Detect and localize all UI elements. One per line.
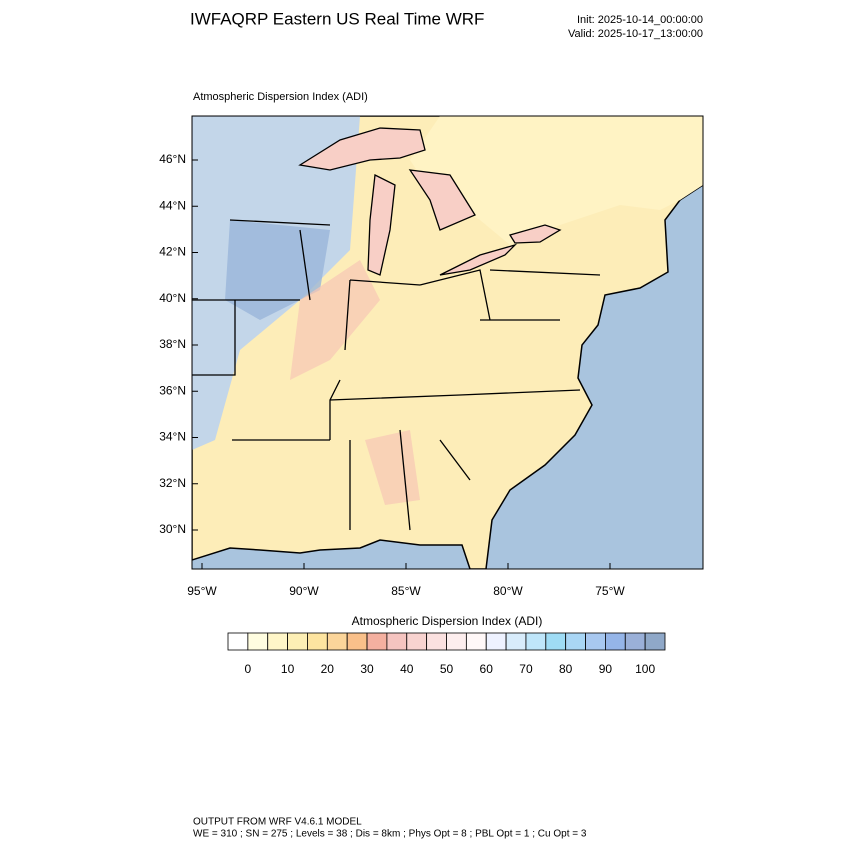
lat-label: 36°N	[159, 383, 186, 397]
lake-huron	[408, 169, 476, 231]
lon-label: 90°W	[289, 584, 319, 598]
colorbar-label: 10	[281, 662, 295, 676]
colorbar-box	[247, 632, 269, 651]
colorbar-box	[227, 632, 249, 651]
colorbar-box	[267, 632, 288, 651]
map-axes: 46°N 44°N 42°N 40°N 38°N 36°N 34°N 32°N 30°N 95°W…	[159, 152, 625, 598]
colorbar-box	[426, 632, 447, 651]
canada	[410, 116, 703, 245]
colorbar-box	[545, 632, 567, 651]
colorbar-box	[525, 632, 547, 651]
colorbar-label: 70	[519, 662, 533, 676]
colorbar-label: 50	[440, 662, 454, 676]
lon-label: 95°W	[187, 584, 217, 598]
lon-label: 80°W	[493, 584, 523, 598]
lon-label: 75°W	[595, 584, 625, 598]
lat-label: 34°N	[159, 430, 186, 444]
colorbar-box	[465, 632, 487, 651]
colorbar-box	[366, 632, 388, 651]
colorbar-box	[485, 632, 507, 651]
state-borders	[192, 219, 601, 531]
colorbar-box	[326, 632, 348, 651]
colorbar-label: 30	[360, 662, 374, 676]
footer-line: WE = 310 ; SN = 275 ; Levels = 38 ; Dis …	[193, 829, 587, 840]
map-frame	[191, 115, 704, 570]
lake-erie	[439, 243, 518, 276]
colorbar-title: Atmospheric Dispersion Index (ADI)	[352, 614, 543, 628]
colorbar-box	[307, 632, 328, 651]
lat-label: 44°N	[159, 198, 186, 212]
lake-michigan	[367, 174, 396, 276]
init-time: Init: 2025-10-14_00:00:00	[577, 14, 703, 26]
valid-time: Valid: 2025-10-17_13:00:00	[568, 28, 703, 40]
map	[191, 115, 704, 570]
colorbar-box	[386, 632, 408, 651]
colorbar-box	[406, 632, 428, 651]
map-title: Atmospheric Dispersion Index (ADI)	[193, 91, 368, 103]
lon-label: 85°W	[391, 584, 421, 598]
lat-label: 46°N	[159, 152, 186, 166]
colorbar: 0 10 20 30 40 50 60 70 80 90 100	[227, 632, 666, 676]
lat-label: 40°N	[159, 291, 186, 305]
lat-label: 42°N	[159, 245, 186, 259]
colorbar-label: 60	[480, 662, 494, 676]
lat-label: 32°N	[159, 476, 186, 490]
colorbar-label: 40	[400, 662, 414, 676]
colorbar-box	[585, 632, 606, 651]
colorbar-label: 90	[599, 662, 613, 676]
colorbar-box	[346, 632, 368, 651]
colorbar-box	[644, 632, 666, 651]
colorbar-label: 100	[635, 662, 655, 676]
colorbar-box	[605, 632, 626, 651]
colorbar-box	[287, 632, 308, 651]
colorbar-label: 0	[245, 662, 252, 676]
lat-label: 30°N	[159, 522, 186, 536]
lake-superior	[298, 127, 426, 171]
footer-line: OUTPUT FROM WRF V4.6.1 MODEL	[193, 817, 362, 828]
pink-region	[290, 260, 380, 380]
colorbar-label: 80	[559, 662, 573, 676]
lake-ontario	[508, 224, 562, 244]
colorbar-box	[446, 632, 467, 651]
colorbar-label: 20	[321, 662, 335, 676]
colorbar-box	[624, 632, 646, 651]
lat-label: 38°N	[159, 337, 186, 351]
blue-region-dark	[225, 220, 330, 320]
title: IWFAQRP Eastern US Real Time WRF	[190, 9, 484, 28]
colorbar-box	[565, 632, 586, 651]
colorbar-box	[505, 632, 527, 651]
